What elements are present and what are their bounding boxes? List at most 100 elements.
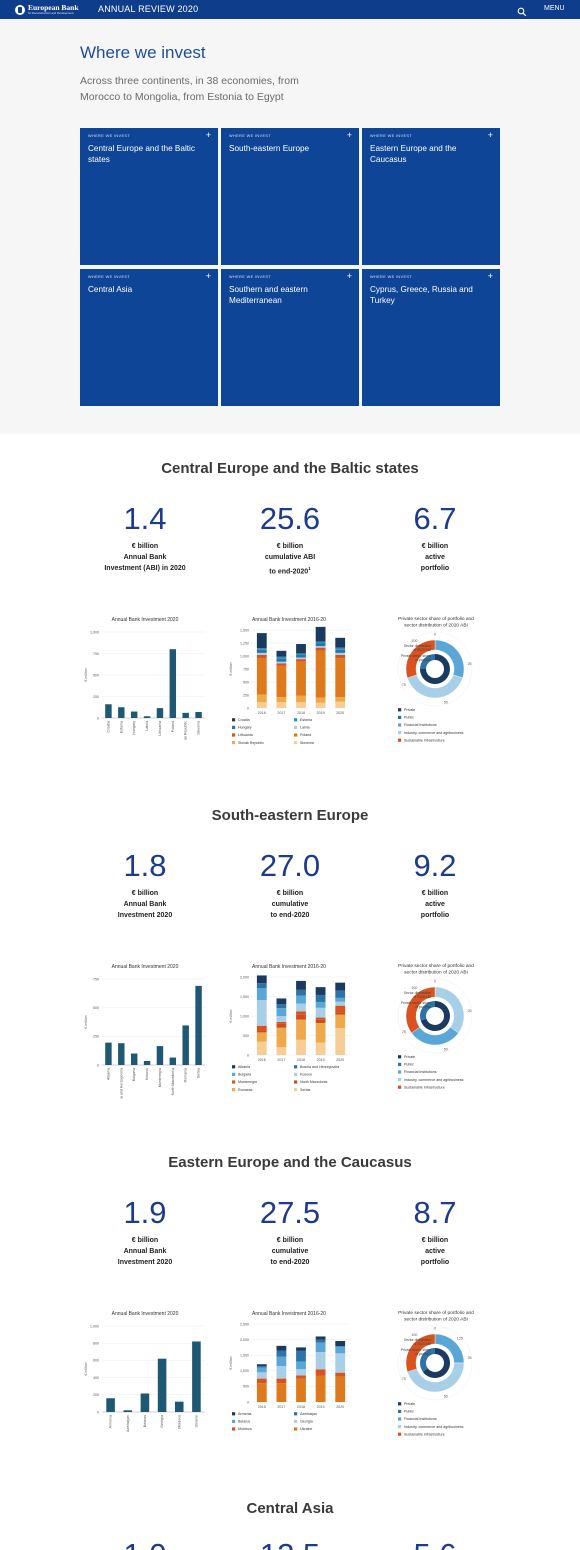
region-title: Eastern Europe and the Caucasus bbox=[168, 1154, 412, 1171]
region-tile-southern-eastern-mediterranean[interactable]: WHERE WE INVEST + Southern and eastern M… bbox=[221, 269, 359, 406]
bar-chart-annual-investment[interactable]: Annual Bank Investment 2020 0 250 500 750 € m… bbox=[80, 959, 210, 1099]
legend-label: Ukraine bbox=[300, 1427, 312, 1431]
bar bbox=[106, 1398, 115, 1412]
logo-title: European Bank bbox=[28, 2, 79, 12]
legend-swatch bbox=[294, 1065, 298, 1069]
stat-label: € billion cumulative to end-2020 bbox=[270, 1237, 310, 1266]
x-tick-label: Bosnia and Herzegovina bbox=[119, 1068, 123, 1099]
bar-segment bbox=[335, 647, 346, 650]
donut-chart-sector-share[interactable]: Private sector share of portfolio and sec… bbox=[370, 1306, 502, 1446]
axis-tick-label: 100 bbox=[411, 986, 417, 990]
bar-chart-annual-investment[interactable]: Annual Bank Investment 2020 0 200 400 600 800… bbox=[80, 1306, 210, 1446]
legend-label: Lithuania bbox=[238, 733, 253, 737]
bar-segment bbox=[335, 1001, 346, 1006]
bar-segment bbox=[315, 626, 326, 642]
legend-swatch bbox=[398, 723, 402, 727]
bar-segment bbox=[335, 1345, 346, 1347]
plus-icon: + bbox=[487, 130, 493, 140]
section-subtitle: Across three continents, in 38 economies… bbox=[80, 75, 299, 103]
y-tick-label: 750 bbox=[93, 652, 99, 656]
stat-annual-investment: 1.0 bbox=[75, 1538, 215, 1550]
legend-swatch bbox=[398, 708, 402, 712]
bar-segment bbox=[315, 1336, 326, 1340]
tile-eyebrow: WHERE WE INVEST bbox=[370, 275, 413, 279]
y-tick-label: 250 bbox=[243, 693, 249, 697]
bar-segment bbox=[256, 694, 267, 703]
ring-label: Sector distribution bbox=[404, 1338, 431, 1342]
legend-label: Serbia bbox=[300, 1088, 310, 1092]
stacked-bar-chart-2016-20[interactable]: Annual Bank Investment 2016-20 0 500 1,000 1… bbox=[222, 1306, 356, 1446]
bar-segment bbox=[296, 1350, 306, 1362]
menu-button[interactable]: MENU bbox=[544, 5, 565, 12]
bar-segment bbox=[335, 1014, 346, 1029]
legend-label: Armenia bbox=[238, 1412, 251, 1416]
y-tick-label: 750 bbox=[93, 977, 99, 981]
bar-segment bbox=[256, 1000, 267, 1026]
y-tick-label: 0 bbox=[247, 1400, 249, 1404]
bar-segment bbox=[276, 1023, 287, 1028]
region-tile-central-asia[interactable]: WHERE WE INVEST + Central Asia bbox=[80, 269, 218, 406]
guide-ring bbox=[397, 1325, 473, 1401]
legend-swatch bbox=[398, 1078, 402, 1082]
bar-chart-annual-investment[interactable]: Annual Bank Investment 2020 0 250 500 750 1,0… bbox=[80, 612, 210, 740]
search-button[interactable] bbox=[517, 4, 527, 17]
region-tile-cyprus-greece-russia-turkey[interactable]: WHERE WE INVEST + Cyprus, Greece, Russia… bbox=[362, 269, 500, 406]
axis-tick-label: 100 bbox=[411, 639, 417, 643]
bar-segment bbox=[315, 1023, 326, 1043]
y-tick-label: 2,500 bbox=[240, 1322, 249, 1326]
chart-title: Annual Bank Investment 2016-20 bbox=[252, 1311, 326, 1317]
legend-label: Bulgaria bbox=[238, 1073, 251, 1077]
bar bbox=[140, 1393, 150, 1412]
legend-label: Bosnia and Herzegovina bbox=[300, 1065, 339, 1069]
legend-swatch bbox=[398, 1402, 402, 1406]
bar-segment bbox=[315, 646, 326, 648]
bar-segment bbox=[296, 654, 306, 658]
guide-ring bbox=[397, 631, 473, 707]
bar bbox=[156, 1046, 164, 1065]
tile-region-name: Cyprus, Greece, Russia and Turkey bbox=[370, 285, 473, 305]
x-tick-label: 2016 bbox=[258, 1405, 266, 1409]
site-title[interactable]: ANNUAL REVIEW 2020 bbox=[98, 4, 199, 14]
footnote-marker[interactable]: 1 bbox=[308, 565, 311, 571]
top-bar: European Bank for Reconstruction and Dev… bbox=[0, 0, 580, 19]
y-tick-label: 600 bbox=[93, 1359, 99, 1363]
region-tile-central-europe[interactable]: WHERE WE INVEST + Central Europe and the… bbox=[80, 128, 218, 265]
legend-swatch bbox=[398, 738, 402, 742]
region-tile-eastern-europe-caucasus[interactable]: WHERE WE INVEST + Eastern Europe and the… bbox=[362, 128, 500, 265]
y-tick-label: 800 bbox=[93, 1342, 99, 1346]
legend-swatch bbox=[398, 1055, 402, 1059]
donut-chart-sector-share[interactable]: Private sector share of portfolio and sec… bbox=[370, 959, 502, 1099]
legend-swatch bbox=[398, 1085, 402, 1089]
legend-label: Financial Institutions bbox=[404, 1417, 437, 1421]
bar-segment bbox=[335, 1376, 346, 1402]
ebrd-logo[interactable]: European Bank for Reconstruction and Dev… bbox=[15, 3, 79, 16]
donut-chart-sector-share[interactable]: Private sector share of portfolio and sec… bbox=[370, 612, 502, 752]
bar-segment bbox=[296, 661, 306, 696]
y-tick-label: 0 bbox=[97, 1410, 99, 1414]
stacked-bar-chart-2016-20[interactable]: Annual Bank Investment 2016-20 0 500 1,000 1… bbox=[222, 959, 356, 1099]
bar-segment bbox=[276, 1016, 287, 1022]
y-tick-label: 400 bbox=[93, 1376, 99, 1380]
legend-label: Industry, commerce and agribusiness bbox=[404, 731, 464, 735]
axis-tick-label: 25 bbox=[468, 662, 472, 666]
legend-label: Public bbox=[404, 716, 414, 720]
search-icon bbox=[517, 7, 527, 17]
axis-tick-label: 25 bbox=[468, 1356, 472, 1360]
bar-segment bbox=[315, 643, 326, 647]
bar-segment bbox=[335, 1341, 346, 1346]
donut-slice bbox=[420, 654, 450, 684]
bar bbox=[143, 716, 151, 718]
stacked-bar-chart-svg: Annual Bank Investment 2016-20 0 500 1,000 1… bbox=[229, 964, 350, 1092]
legend-label: Private bbox=[404, 708, 415, 712]
x-tick-label: Hungary bbox=[132, 721, 136, 735]
x-tick-label: 2018 bbox=[297, 1405, 305, 1409]
chart-title: Annual Bank Investment 2016-20 bbox=[252, 964, 326, 970]
stacked-bar-chart-2016-20[interactable]: Annual Bank Investment 2016-20 0 250 500 750… bbox=[222, 612, 356, 752]
bar-segment bbox=[276, 702, 287, 708]
chart-title: Annual Bank Investment 2020 bbox=[112, 1311, 179, 1317]
bar-segment bbox=[256, 983, 267, 989]
region-tile-south-eastern-europe[interactable]: WHERE WE INVEST + South-eastern Europe bbox=[221, 128, 359, 265]
bar-segment bbox=[276, 1047, 287, 1055]
region-title: Central Asia bbox=[246, 1500, 334, 1517]
bar-segment bbox=[315, 1001, 326, 1008]
